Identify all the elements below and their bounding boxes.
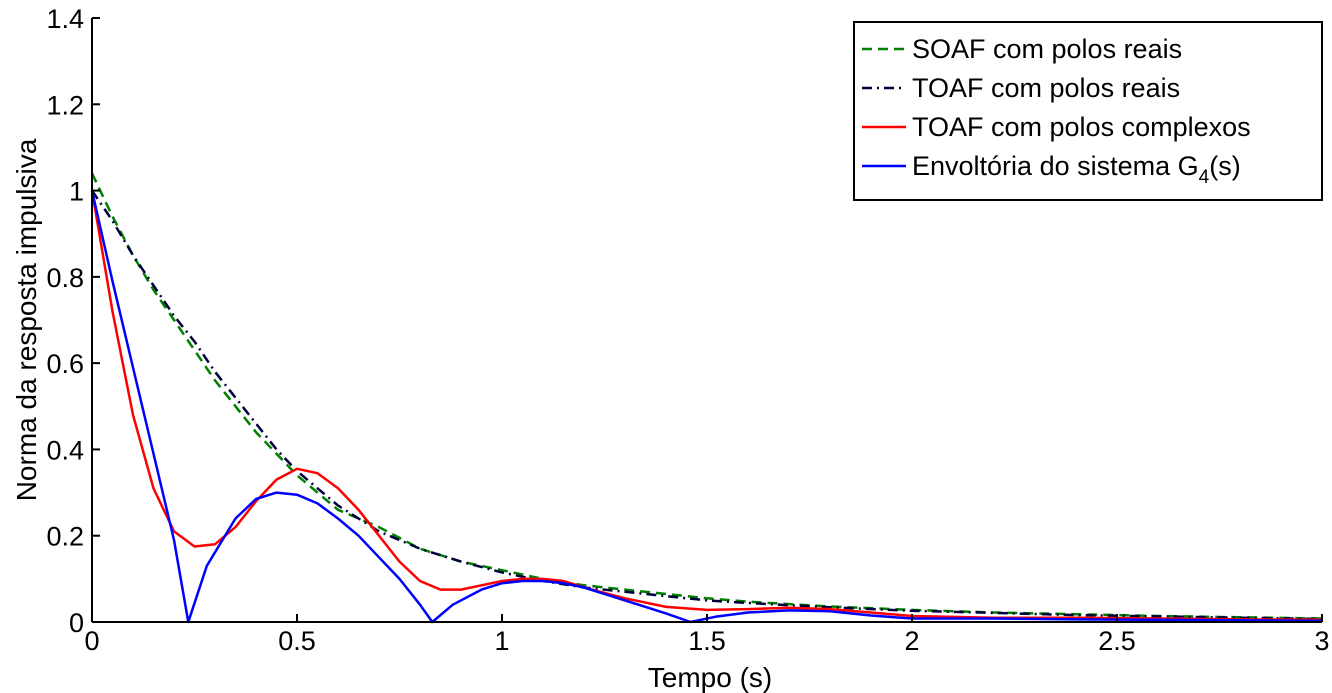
series-line-0 xyxy=(90,172,1323,620)
legend-label-envelope-main: Envoltória do sistema G xyxy=(912,151,1199,181)
x-axis-label: Tempo (s) xyxy=(648,662,772,693)
legend-label-envelope-subscript: 4 xyxy=(1199,167,1210,188)
legend-label-envelope-suffix: (s) xyxy=(1209,151,1240,181)
x-tick-label: 3 xyxy=(1314,626,1329,656)
legend: SOAF com polos reais TOAF com polos reai… xyxy=(853,21,1323,201)
y-tick-label: 0.6 xyxy=(46,349,84,379)
x-tick-label: 2.5 xyxy=(1098,626,1136,656)
legend-label-toaf-complex: TOAF com polos complexos xyxy=(912,112,1251,142)
y-tick-label: 0.8 xyxy=(46,263,84,293)
y-tick-label: 0.4 xyxy=(46,435,84,465)
y-tick-label: 1.2 xyxy=(46,90,84,120)
series-line-2 xyxy=(90,190,1323,622)
y-tick-label: 0.2 xyxy=(46,522,84,552)
y-tick-label: 0 xyxy=(69,608,84,638)
y-axis-label: Norma da resposta impulsiva xyxy=(11,138,42,501)
x-tick-label: 1 xyxy=(494,626,509,656)
series-layer xyxy=(90,172,1323,624)
y-tick-label: 1.4 xyxy=(46,4,84,34)
x-tick-label: 1.5 xyxy=(688,626,726,656)
series-line-3 xyxy=(90,190,1323,624)
x-tick-label: 2 xyxy=(904,626,919,656)
legend-label-envelope: Envoltória do sistema G4(s) xyxy=(912,151,1241,188)
ticks-layer: 0 0.5 1 1.5 2 2.5 3 0 0.2 0.4 0.6 0.8 1 1.2 1.4 xyxy=(46,4,1329,656)
x-tick-label: 0 xyxy=(84,626,99,656)
legend-label-soaf-real: SOAF com polos reais xyxy=(912,34,1182,64)
series-line-1 xyxy=(90,189,1323,621)
x-tick-label: 0.5 xyxy=(278,626,316,656)
y-tick-label: 1 xyxy=(69,177,84,207)
legend-box xyxy=(853,21,1323,201)
legend-label-toaf-real: TOAF com polos reais xyxy=(912,73,1180,103)
